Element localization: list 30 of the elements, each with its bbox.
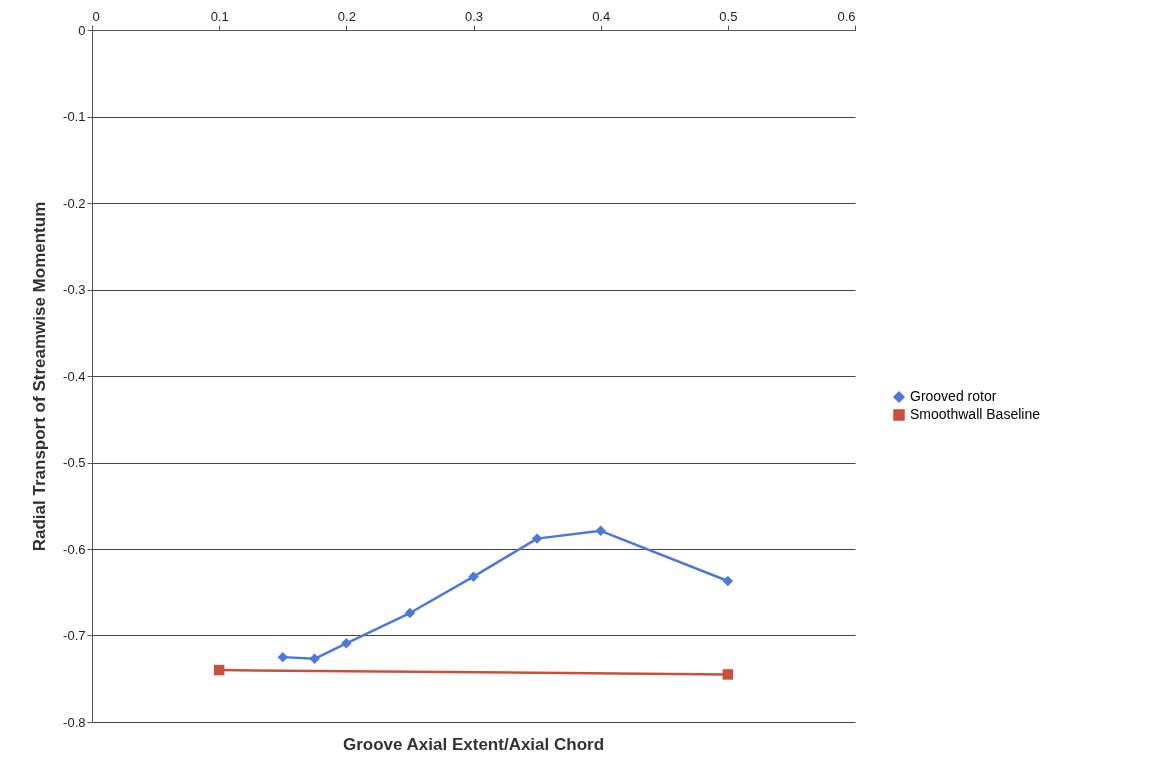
point [309, 653, 320, 665]
y-tick-label: -0.8 [63, 714, 86, 730]
y-tick-label: 0 [78, 22, 86, 38]
point [277, 651, 288, 663]
point [531, 533, 543, 544]
y-tick-label: -0.5 [63, 455, 86, 470]
y-tick-label: -0.7 [63, 628, 86, 643]
point [404, 607, 416, 619]
x-tick-label: 0.1 [210, 8, 229, 24]
point [722, 575, 734, 587]
x-tick-label: 0 [92, 8, 100, 24]
legend-label: Grooved rotor [910, 388, 997, 404]
point [595, 525, 606, 537]
legend-label: Smoothwall Baseline [910, 406, 1041, 422]
point [341, 638, 352, 649]
x-tick-label: 0.5 [719, 8, 738, 24]
point [213, 664, 225, 676]
y-tick-label: -0.4 [63, 368, 86, 384]
y-tick-label: -0.3 [63, 282, 86, 297]
x-tick-label: 0.2 [337, 8, 356, 24]
y-tick-label: -0.2 [63, 195, 86, 211]
y-axis-title: Radial Transport of Streamwise Momentum [30, 201, 50, 552]
x-axis-title: Groove Axial Extent/Axial Chord [342, 735, 605, 754]
y-tick-label: -0.6 [63, 541, 86, 557]
y-tick-label: -0.1 [63, 109, 86, 124]
x-tick-label: 0.3 [464, 8, 484, 24]
point [468, 571, 479, 582]
point [722, 669, 734, 680]
x-tick-label: 0.4 [592, 8, 611, 24]
x-tick-label: 0.6 [837, 8, 856, 24]
